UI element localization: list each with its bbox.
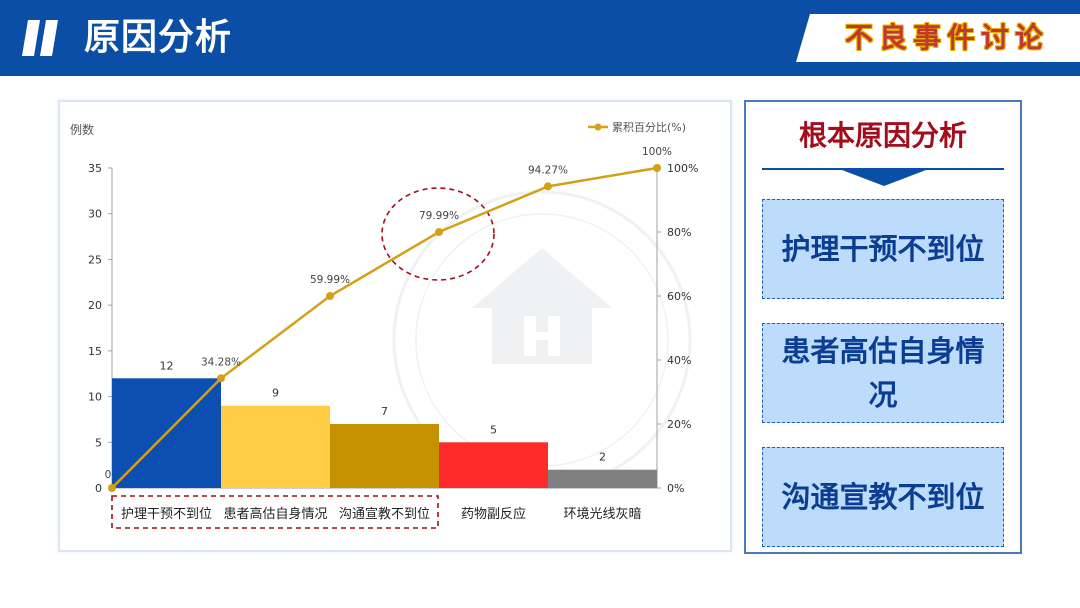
y-axis-title: 例数 — [70, 122, 94, 137]
bar-value-label: 5 — [490, 423, 497, 436]
cumulative-point — [217, 374, 225, 383]
cumulative-point — [435, 228, 443, 237]
root-cause-item: 护理干预不到位 — [762, 199, 1004, 299]
bar — [221, 405, 330, 488]
cumulative-point — [108, 484, 116, 492]
chart-legend: 累积百分比(%) — [588, 121, 686, 134]
cumulative-point — [653, 164, 661, 172]
y-tick-label: 10 — [88, 391, 102, 404]
logo-icon — [22, 20, 58, 56]
cumulative-point-label: 59.99% — [310, 274, 350, 286]
y2-tick-label: 100% — [667, 162, 698, 175]
y-tick-label: 35 — [88, 162, 102, 175]
y-tick-label: 15 — [88, 345, 102, 358]
y-tick-label: 0 — [95, 482, 102, 495]
cumulative-point-label: 79.99% — [419, 210, 459, 222]
x-category-label: 环境光线灰暗 — [563, 507, 641, 522]
y2-tick-label: 20% — [667, 418, 691, 431]
cumulative-point-label: 34.28% — [201, 356, 241, 368]
x-category-label: 沟通宣教不到位 — [339, 506, 430, 522]
bar-value-label: 2 — [599, 451, 606, 464]
y-tick-label: 25 — [88, 253, 102, 266]
root-cause-item: 沟通宣教不到位 — [762, 447, 1004, 547]
bar-value-label: 12 — [160, 359, 174, 372]
highlight-box — [111, 495, 439, 529]
cumulative-line — [111, 166, 658, 489]
y-tick-label: 20 — [88, 299, 102, 312]
topic-tag: 不良事件讨论 — [796, 14, 1080, 62]
bar — [439, 442, 548, 488]
x-category-label: 患者高估自身情况 — [223, 506, 327, 522]
y-tick-label: 30 — [88, 208, 102, 221]
cumulative-point-label: 0 — [105, 469, 112, 481]
highlight-ellipse — [381, 187, 495, 281]
y2-tick-label: 60% — [667, 290, 691, 303]
x-category-label: 药物副反应 — [461, 506, 526, 522]
cumulative-point-label: 100% — [642, 146, 672, 158]
y-tick-label: 5 — [95, 436, 102, 449]
y2-tick-label: 80% — [667, 226, 691, 239]
x-category-label: 护理干预不到位 — [121, 507, 212, 522]
topic-tag-text: 不良事件讨论 — [844, 21, 1049, 54]
root-cause-title: 根本原因分析 — [798, 119, 967, 152]
y2-tick-label: 0% — [667, 482, 684, 495]
legend-label: 累积百分比(%) — [612, 121, 686, 134]
legend-point-marker — [594, 123, 602, 131]
title-divider — [762, 168, 1004, 170]
bar-value-label: 7 — [381, 405, 388, 418]
header-bar: 原因分析 不良事件讨论 — [0, 0, 1080, 76]
bar-value-label: 9 — [272, 387, 279, 400]
root-cause-item: 患者高估自身情况 — [762, 323, 1004, 423]
pareto-chart: 例数 累积百分比(%) 051015202530350%20%40%60%80%… — [70, 121, 698, 529]
page-title: 原因分析 — [84, 17, 233, 58]
cumulative-point — [544, 182, 552, 191]
root-cause-panel: 根本原因分析 护理干预不到位 患者高估自身情况 沟通宣教不到位 — [744, 100, 1022, 554]
cumulative-point-label: 94.27% — [528, 164, 568, 176]
bar — [330, 424, 439, 488]
bar — [548, 469, 657, 488]
pareto-chart-panel: 例数 累积百分比(%) 0 5 10 15 20 25 30 35 0% 20% 40% 60% 80%… — [58, 100, 732, 552]
y2-tick-label: 40% — [667, 354, 691, 367]
down-arrow-icon — [842, 170, 926, 186]
cumulative-point — [326, 292, 334, 301]
